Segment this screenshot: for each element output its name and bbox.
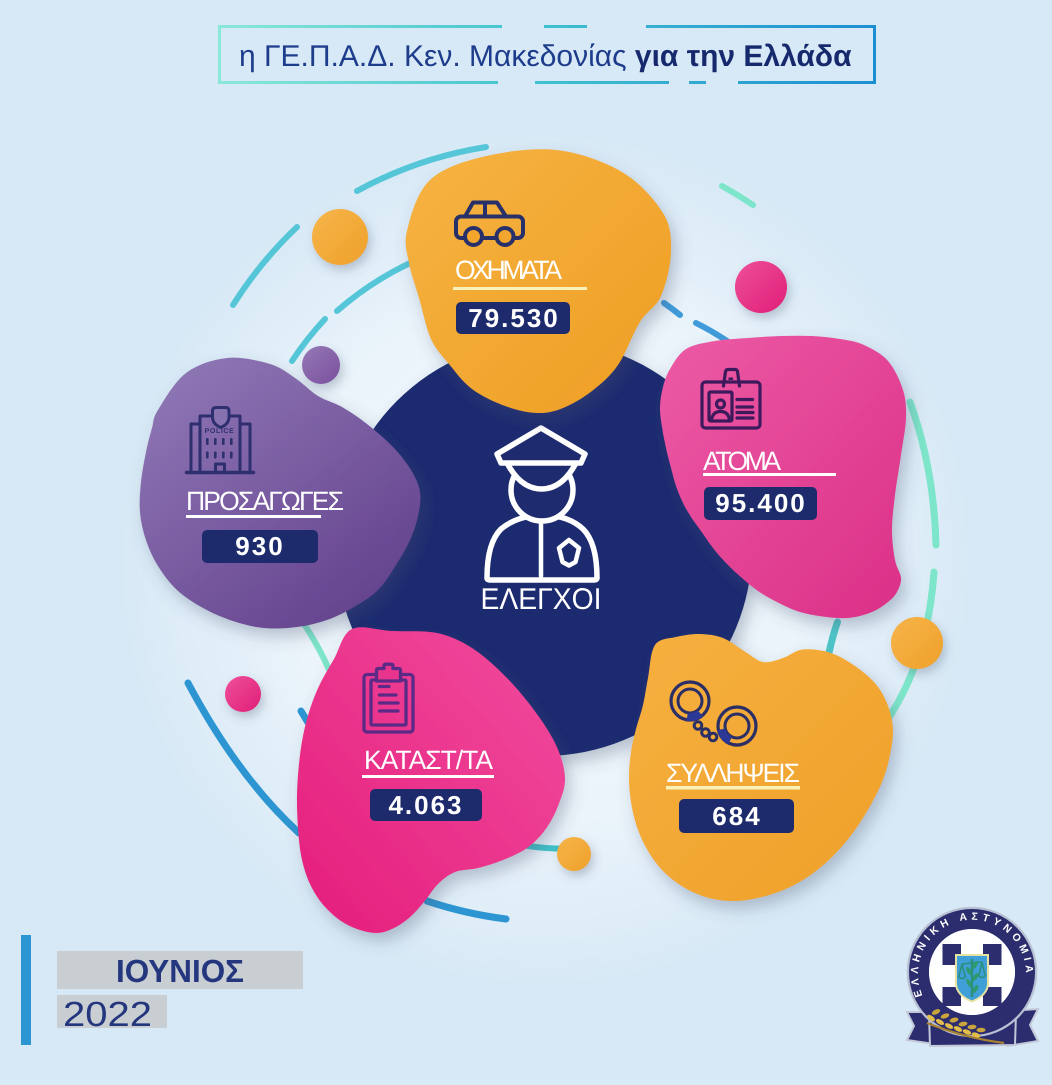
svg-text:ΚΑΤΑΣΤ/ΤΑ: ΚΑΤΑΣΤ/ΤΑ [364, 745, 493, 775]
svg-text:ΑΤΟΜΑ: ΑΤΟΜΑ [703, 446, 781, 476]
svg-text:ΣΥΛΛΗΨΕΙΣ: ΣΥΛΛΗΨΕΙΣ [666, 758, 800, 788]
svg-text:4.063: 4.063 [388, 790, 463, 820]
svg-text:POLICE: POLICE [205, 428, 235, 435]
svg-text:95.400: 95.400 [715, 488, 807, 518]
svg-text:930: 930 [235, 531, 284, 561]
svg-text:2022: 2022 [63, 995, 152, 1034]
svg-text:η ΓΕ.Π.Α.Δ. Κεν. Μακεδονίας γι: η ΓΕ.Π.Α.Δ. Κεν. Μακεδονίας για την Ελλά… [239, 40, 852, 73]
svg-text:79.530: 79.530 [468, 303, 560, 333]
svg-text:684: 684 [712, 801, 761, 831]
svg-text:ΠΡΟΣΑΓΩΓΕΣ: ΠΡΟΣΑΓΩΓΕΣ [186, 486, 344, 516]
svg-text:ΟΧΗΜΑΤΑ: ΟΧΗΜΑΤΑ [455, 255, 562, 285]
svg-text:ΙΟΥΝΙΟΣ: ΙΟΥΝΙΟΣ [116, 953, 244, 989]
svg-text:ΕΛΕΓΧΟΙ: ΕΛΕΓΧΟΙ [481, 583, 602, 616]
